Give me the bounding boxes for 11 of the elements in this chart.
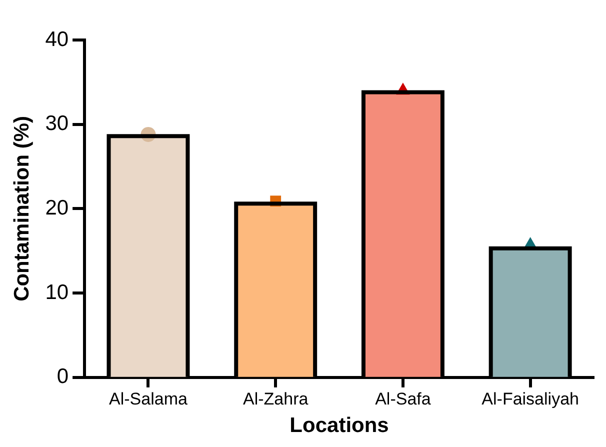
y-tick-label: 30 xyxy=(45,112,69,136)
y-tick-label: 10 xyxy=(45,280,69,304)
y-tick-label: 20 xyxy=(45,196,69,220)
x-axis-title: Locations xyxy=(290,414,389,438)
y-tick-label: 40 xyxy=(45,28,69,51)
y-tick-label: 0 xyxy=(56,365,69,388)
x-tick-label: Al-Salama xyxy=(109,389,188,408)
y-axis-title: Contamination (%) xyxy=(10,116,34,302)
x-tick-label: Al-Zahra xyxy=(243,389,309,408)
x-tick-label: Al-Faisaliyah xyxy=(482,389,579,408)
x-tick-label: Al-Safa xyxy=(375,389,432,408)
